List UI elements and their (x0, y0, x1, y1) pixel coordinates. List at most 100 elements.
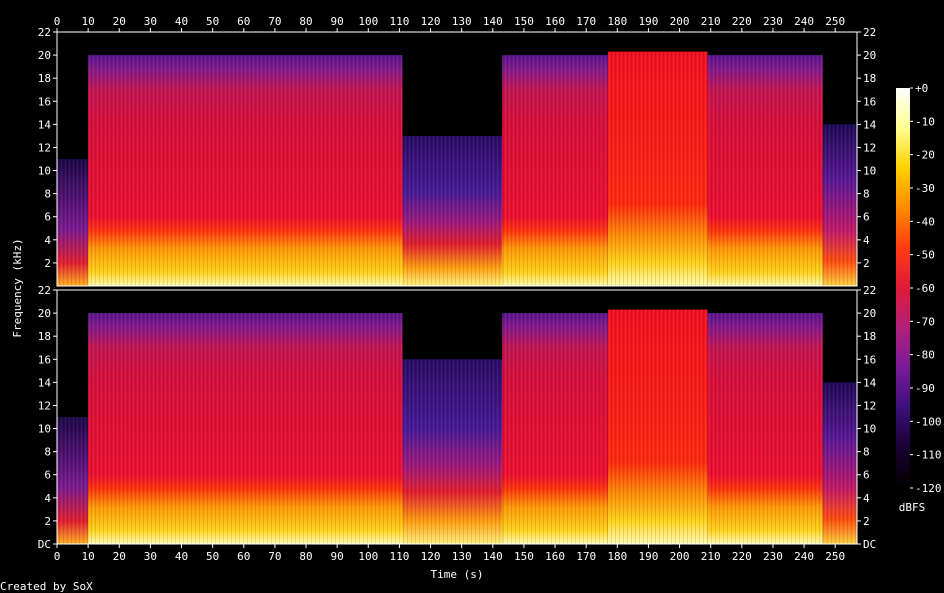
x-tick-label: 240 (794, 550, 814, 563)
x-tick-label: 60 (237, 15, 250, 28)
y-tick-label: 6 (44, 211, 51, 224)
x-tick-label: 170 (576, 550, 596, 563)
y-tick-label: 18 (38, 72, 51, 85)
y-tick-label: 8 (44, 188, 51, 201)
x-tick-label: 220 (732, 550, 752, 563)
y-tick-label: 22 (863, 284, 876, 297)
x-tick-label: 40 (175, 15, 188, 28)
x-tick-label: 150 (514, 15, 534, 28)
colorbar-tick-label: -120 (915, 482, 942, 495)
segment-texture (502, 313, 608, 544)
y-tick-label: 18 (863, 72, 876, 85)
y-tick-label: 20 (863, 307, 876, 320)
x-tick-label: 160 (545, 15, 565, 28)
x-tick-label: 30 (144, 550, 157, 563)
x-tick-label: 190 (639, 550, 659, 563)
y-tick-label: 8 (863, 188, 870, 201)
colorbar-tick-label: +0 (915, 82, 928, 95)
x-tick-label: 120 (421, 550, 441, 563)
x-tick-label: 20 (113, 550, 126, 563)
x-axis-label: Time (s) (431, 568, 484, 581)
colorbar-tick-label: -80 (915, 349, 935, 362)
x-tick-label: 80 (299, 15, 312, 28)
segment-texture (707, 313, 823, 544)
y-tick-label: 12 (863, 141, 876, 154)
x-tick-label: 100 (358, 550, 378, 563)
x-tick-label: 90 (331, 15, 344, 28)
colorbar-tick-label: -90 (915, 382, 935, 395)
y-tick-label: 2 (44, 515, 51, 528)
y-tick-label: 4 (863, 492, 870, 505)
x-tick-label: 70 (268, 550, 281, 563)
x-tick-label: 120 (421, 15, 441, 28)
x-tick-label: 50 (206, 15, 219, 28)
colorbar-tick-label: -100 (915, 415, 942, 428)
x-tick-label: 140 (483, 15, 503, 28)
segment-texture (402, 135, 503, 286)
y-tick-label: 4 (44, 234, 51, 247)
colorbar-tick-label: -60 (915, 282, 935, 295)
x-tick-label: 230 (763, 15, 783, 28)
x-tick-label: 20 (113, 15, 126, 28)
x-tick-label: 0 (54, 15, 61, 28)
colorbar-tick-label: -50 (915, 249, 935, 262)
y-tick-label: 6 (863, 211, 870, 224)
x-tick-label: 130 (452, 15, 472, 28)
segment-texture (822, 382, 857, 544)
segment-texture (57, 417, 89, 544)
colorbar-tick-label: -40 (915, 215, 935, 228)
y-tick-label: 6 (863, 469, 870, 482)
y-tick-label: 14 (863, 118, 877, 131)
colorbar-tick-label: -70 (915, 315, 935, 328)
x-tick-label: 250 (825, 15, 845, 28)
colorbar-gradient (896, 88, 910, 488)
segment-texture (88, 55, 403, 286)
segment-texture (608, 309, 708, 544)
x-tick-label: 220 (732, 15, 752, 28)
y-tick-label: DC (863, 538, 876, 551)
x-tick-label: 50 (206, 550, 219, 563)
y-tick-label: 20 (38, 49, 51, 62)
x-tick-label: 200 (670, 15, 690, 28)
colorbar-tick-label: -20 (915, 149, 935, 162)
x-tick-label: 170 (576, 15, 596, 28)
y-axis-label: Frequency (kHz) (11, 238, 24, 337)
y-tick-label: 4 (863, 234, 870, 247)
x-tick-label: 110 (389, 550, 409, 563)
colorbar-tick-label: -110 (915, 449, 942, 462)
segment-texture (822, 124, 857, 287)
y-tick-label: 14 (863, 376, 877, 389)
x-tick-label: 70 (268, 15, 281, 28)
segment-texture (57, 159, 89, 286)
segment-texture (707, 55, 823, 286)
y-tick-label: 12 (863, 399, 876, 412)
y-tick-label: 10 (38, 165, 51, 178)
y-tick-label: 20 (38, 307, 51, 320)
y-tick-label: 22 (38, 26, 51, 39)
y-tick-label: 12 (38, 399, 51, 412)
x-tick-label: 180 (607, 550, 627, 563)
y-tick-label: 10 (863, 165, 876, 178)
y-tick-label: 10 (38, 423, 51, 436)
y-tick-label: DC (38, 538, 51, 551)
y-tick-label: 18 (38, 330, 51, 343)
x-tick-label: 160 (545, 550, 565, 563)
y-tick-label: 16 (38, 353, 51, 366)
y-tick-label: 2 (863, 515, 870, 528)
panel-frame (56, 289, 858, 545)
x-tick-label: 100 (358, 15, 378, 28)
x-tick-label: 60 (237, 550, 250, 563)
x-tick-label: 210 (701, 550, 721, 563)
y-tick-label: 2 (44, 257, 51, 270)
y-tick-label: 16 (38, 95, 51, 108)
x-tick-label: 0 (54, 550, 61, 563)
y-tick-label: 8 (863, 446, 870, 459)
y-tick-label: 20 (863, 49, 876, 62)
segment-texture (608, 51, 708, 286)
x-tick-label: 130 (452, 550, 472, 563)
x-tick-label: 200 (670, 550, 690, 563)
channel-1-panel (56, 31, 858, 287)
y-tick-label: 14 (38, 376, 52, 389)
y-tick-label: 6 (44, 469, 51, 482)
